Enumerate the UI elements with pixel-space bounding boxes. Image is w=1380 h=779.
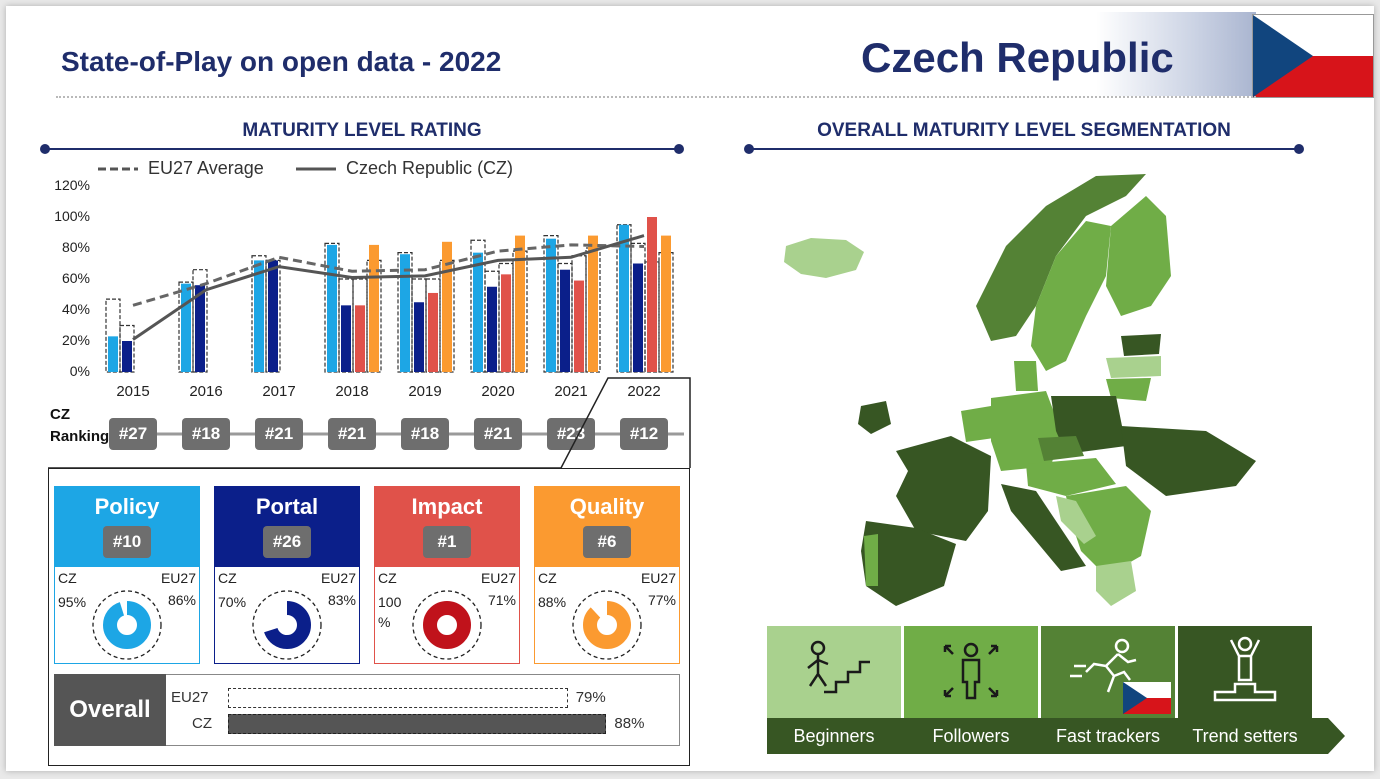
card-cz-label: CZ	[538, 570, 557, 586]
card-header: Impact #1	[375, 487, 519, 567]
card-header: Policy #10	[55, 487, 199, 567]
segment-beginners	[767, 626, 901, 718]
country-name: Czech Republic	[861, 34, 1174, 82]
card-title: Quality	[535, 487, 679, 520]
map-latvia	[1106, 356, 1161, 378]
card-donut	[407, 585, 487, 665]
card-eu-value: 86%	[168, 592, 196, 608]
europe-map	[766, 166, 1266, 616]
card-rank-badge: #6	[583, 526, 631, 558]
segment-fast-trackers	[1041, 626, 1175, 718]
card-title: Portal	[215, 487, 359, 520]
overall-cz-value: 88%	[614, 715, 644, 732]
map-estonia	[1121, 334, 1161, 356]
card-eu-label: EU27	[321, 570, 356, 586]
segment-label: Beginners	[767, 726, 901, 747]
overall-eu-bar	[228, 688, 568, 708]
card-eu-value: 77%	[648, 592, 676, 608]
card-impact: Impact #1 CZ EU27 100 % 71%	[374, 486, 520, 664]
card-body: CZ EU27 88% 77%	[535, 567, 679, 663]
card-portal: Portal #26 CZ EU27 70% 83%	[214, 486, 360, 664]
card-rank-badge: #26	[263, 526, 311, 558]
card-cz-label: CZ	[58, 570, 77, 586]
map-benelux	[961, 406, 994, 442]
card-title: Impact	[375, 487, 519, 520]
card-cz-value: 70%	[218, 592, 248, 612]
card-quality: Quality #6 CZ EU27 88% 77%	[534, 486, 680, 664]
card-cz-label: CZ	[218, 570, 237, 586]
map-portugal	[864, 534, 878, 586]
map-denmark	[1014, 361, 1038, 391]
card-body: CZ EU27 100 % 71%	[375, 567, 519, 663]
overall-label: Overall	[54, 674, 166, 746]
slide: State-of-Play on open data - 2022 Czech …	[6, 6, 1374, 771]
card-body: CZ EU27 95% 86%	[55, 567, 199, 663]
card-donut	[87, 585, 167, 665]
card-eu-value: 71%	[488, 592, 516, 608]
overall-cz-label: CZ	[192, 715, 212, 732]
person-expand-icon	[931, 636, 1011, 706]
stairs-climber-icon	[794, 636, 874, 706]
card-policy: Policy #10 CZ EU27 95% 86%	[54, 486, 200, 664]
card-donut	[567, 585, 647, 665]
card-eu-label: EU27	[641, 570, 676, 586]
card-eu-label: EU27	[481, 570, 516, 586]
map-finland	[1106, 196, 1171, 316]
card-cz-value: 88%	[538, 592, 568, 612]
segment-label: Trend setters	[1178, 726, 1312, 747]
segment-followers	[904, 626, 1038, 718]
card-rank-badge: #1	[423, 526, 471, 558]
card-body: CZ EU27 70% 83%	[215, 567, 359, 663]
map-iceland	[784, 238, 864, 278]
segment-label: Fast trackers	[1041, 726, 1175, 747]
overall-cz-bar	[228, 714, 606, 734]
map-czechia	[1038, 436, 1084, 461]
segment-label: Followers	[904, 726, 1038, 747]
overall-eu-value: 79%	[576, 689, 606, 706]
segment-trend-setters	[1178, 626, 1312, 718]
overall-eu-label: EU27	[171, 689, 209, 706]
card-header: Portal #26	[215, 487, 359, 567]
card-eu-value: 83%	[328, 592, 356, 608]
card-rank-badge: #10	[103, 526, 151, 558]
card-cz-value: 95%	[58, 592, 88, 612]
card-cz-label: CZ	[378, 570, 397, 586]
map-ireland	[858, 401, 891, 434]
podium-winner-icon	[1205, 636, 1285, 706]
card-header: Quality #6	[535, 487, 679, 567]
map-ukraine	[1121, 426, 1256, 496]
card-cz-value: 100 %	[378, 592, 408, 632]
card-donut	[247, 585, 327, 665]
map-france	[896, 436, 991, 541]
czech-flag-marker-icon	[1123, 682, 1171, 714]
map-greece	[1096, 561, 1136, 606]
card-title: Policy	[55, 487, 199, 520]
card-eu-label: EU27	[161, 570, 196, 586]
